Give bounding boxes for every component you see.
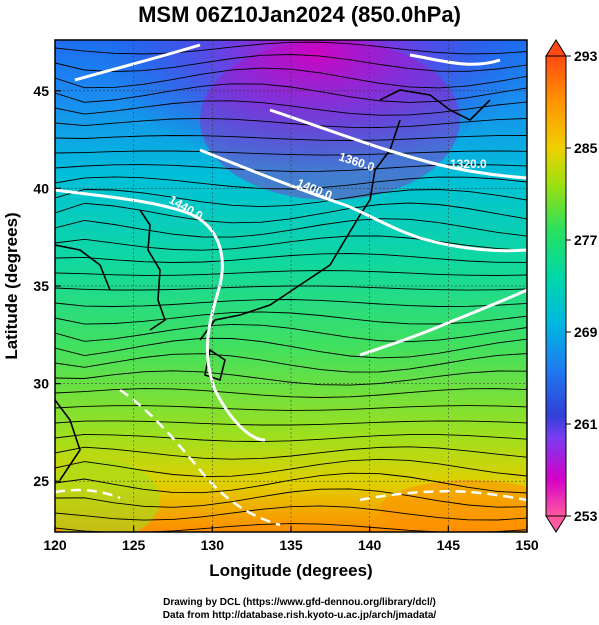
streamline xyxy=(55,505,527,521)
x-tick-label: 120 xyxy=(43,537,67,553)
credit-data-source: Data from http://database.rish.kyoto-u.a… xyxy=(162,610,437,621)
colorbar-tick-label: 269 xyxy=(574,324,598,340)
x-axis-label: Longitude (degrees) xyxy=(209,561,372,580)
x-axis-ticks: 120 125 130 135 140 145 150 xyxy=(43,526,539,553)
streamline xyxy=(55,270,527,276)
chart-title: MSM 06Z10Jan2024 (850.0hPa) xyxy=(138,2,461,27)
credit-drawing: Drawing by DCL (https://www.gfd-dennou.o… xyxy=(163,597,436,608)
colorbar-tick-label: 261 xyxy=(574,416,598,432)
colorbar-tick-label: 277 xyxy=(574,232,598,248)
y-axis-label: Latitude (degrees) xyxy=(2,212,21,359)
height-contours-dashed xyxy=(55,388,527,527)
streamline xyxy=(55,150,527,156)
y-tick-label: 30 xyxy=(33,376,49,392)
gridlines xyxy=(55,40,527,532)
x-tick-label: 145 xyxy=(437,537,461,553)
y-tick-label: 25 xyxy=(33,473,49,489)
y-tick-label: 45 xyxy=(33,83,49,99)
y-tick-label: 40 xyxy=(33,180,49,196)
x-tick-label: 125 xyxy=(122,537,146,553)
streamline xyxy=(55,299,527,307)
x-tick-label: 130 xyxy=(201,537,225,553)
height-contours xyxy=(55,43,527,442)
colorbar-min-arrow xyxy=(545,515,567,533)
colorbar-tick-label: 293 xyxy=(574,48,598,64)
streamline xyxy=(55,337,527,359)
colorbar-body xyxy=(545,55,567,517)
streamline xyxy=(55,54,527,73)
x-tick-label: 135 xyxy=(279,537,303,553)
colorbar-max-arrow xyxy=(545,39,567,57)
colorbar-tick-label: 253 xyxy=(574,508,598,524)
colorbar-ticks: 293 285 277 269 261 253 xyxy=(566,48,598,524)
colorbar-tick-label: 285 xyxy=(574,140,598,156)
y-tick-label: 35 xyxy=(33,278,49,294)
streamline xyxy=(55,523,527,532)
coastlines xyxy=(55,89,491,481)
x-tick-label: 140 xyxy=(358,537,382,553)
x-tick-label: 150 xyxy=(515,537,539,553)
contour-label-1320: 1320.0 xyxy=(450,157,487,171)
temperature-field xyxy=(55,40,527,532)
y-axis-ticks: 25 30 35 40 45 xyxy=(33,83,61,489)
colorbar: 293 285 277 269 261 253 xyxy=(545,39,598,533)
